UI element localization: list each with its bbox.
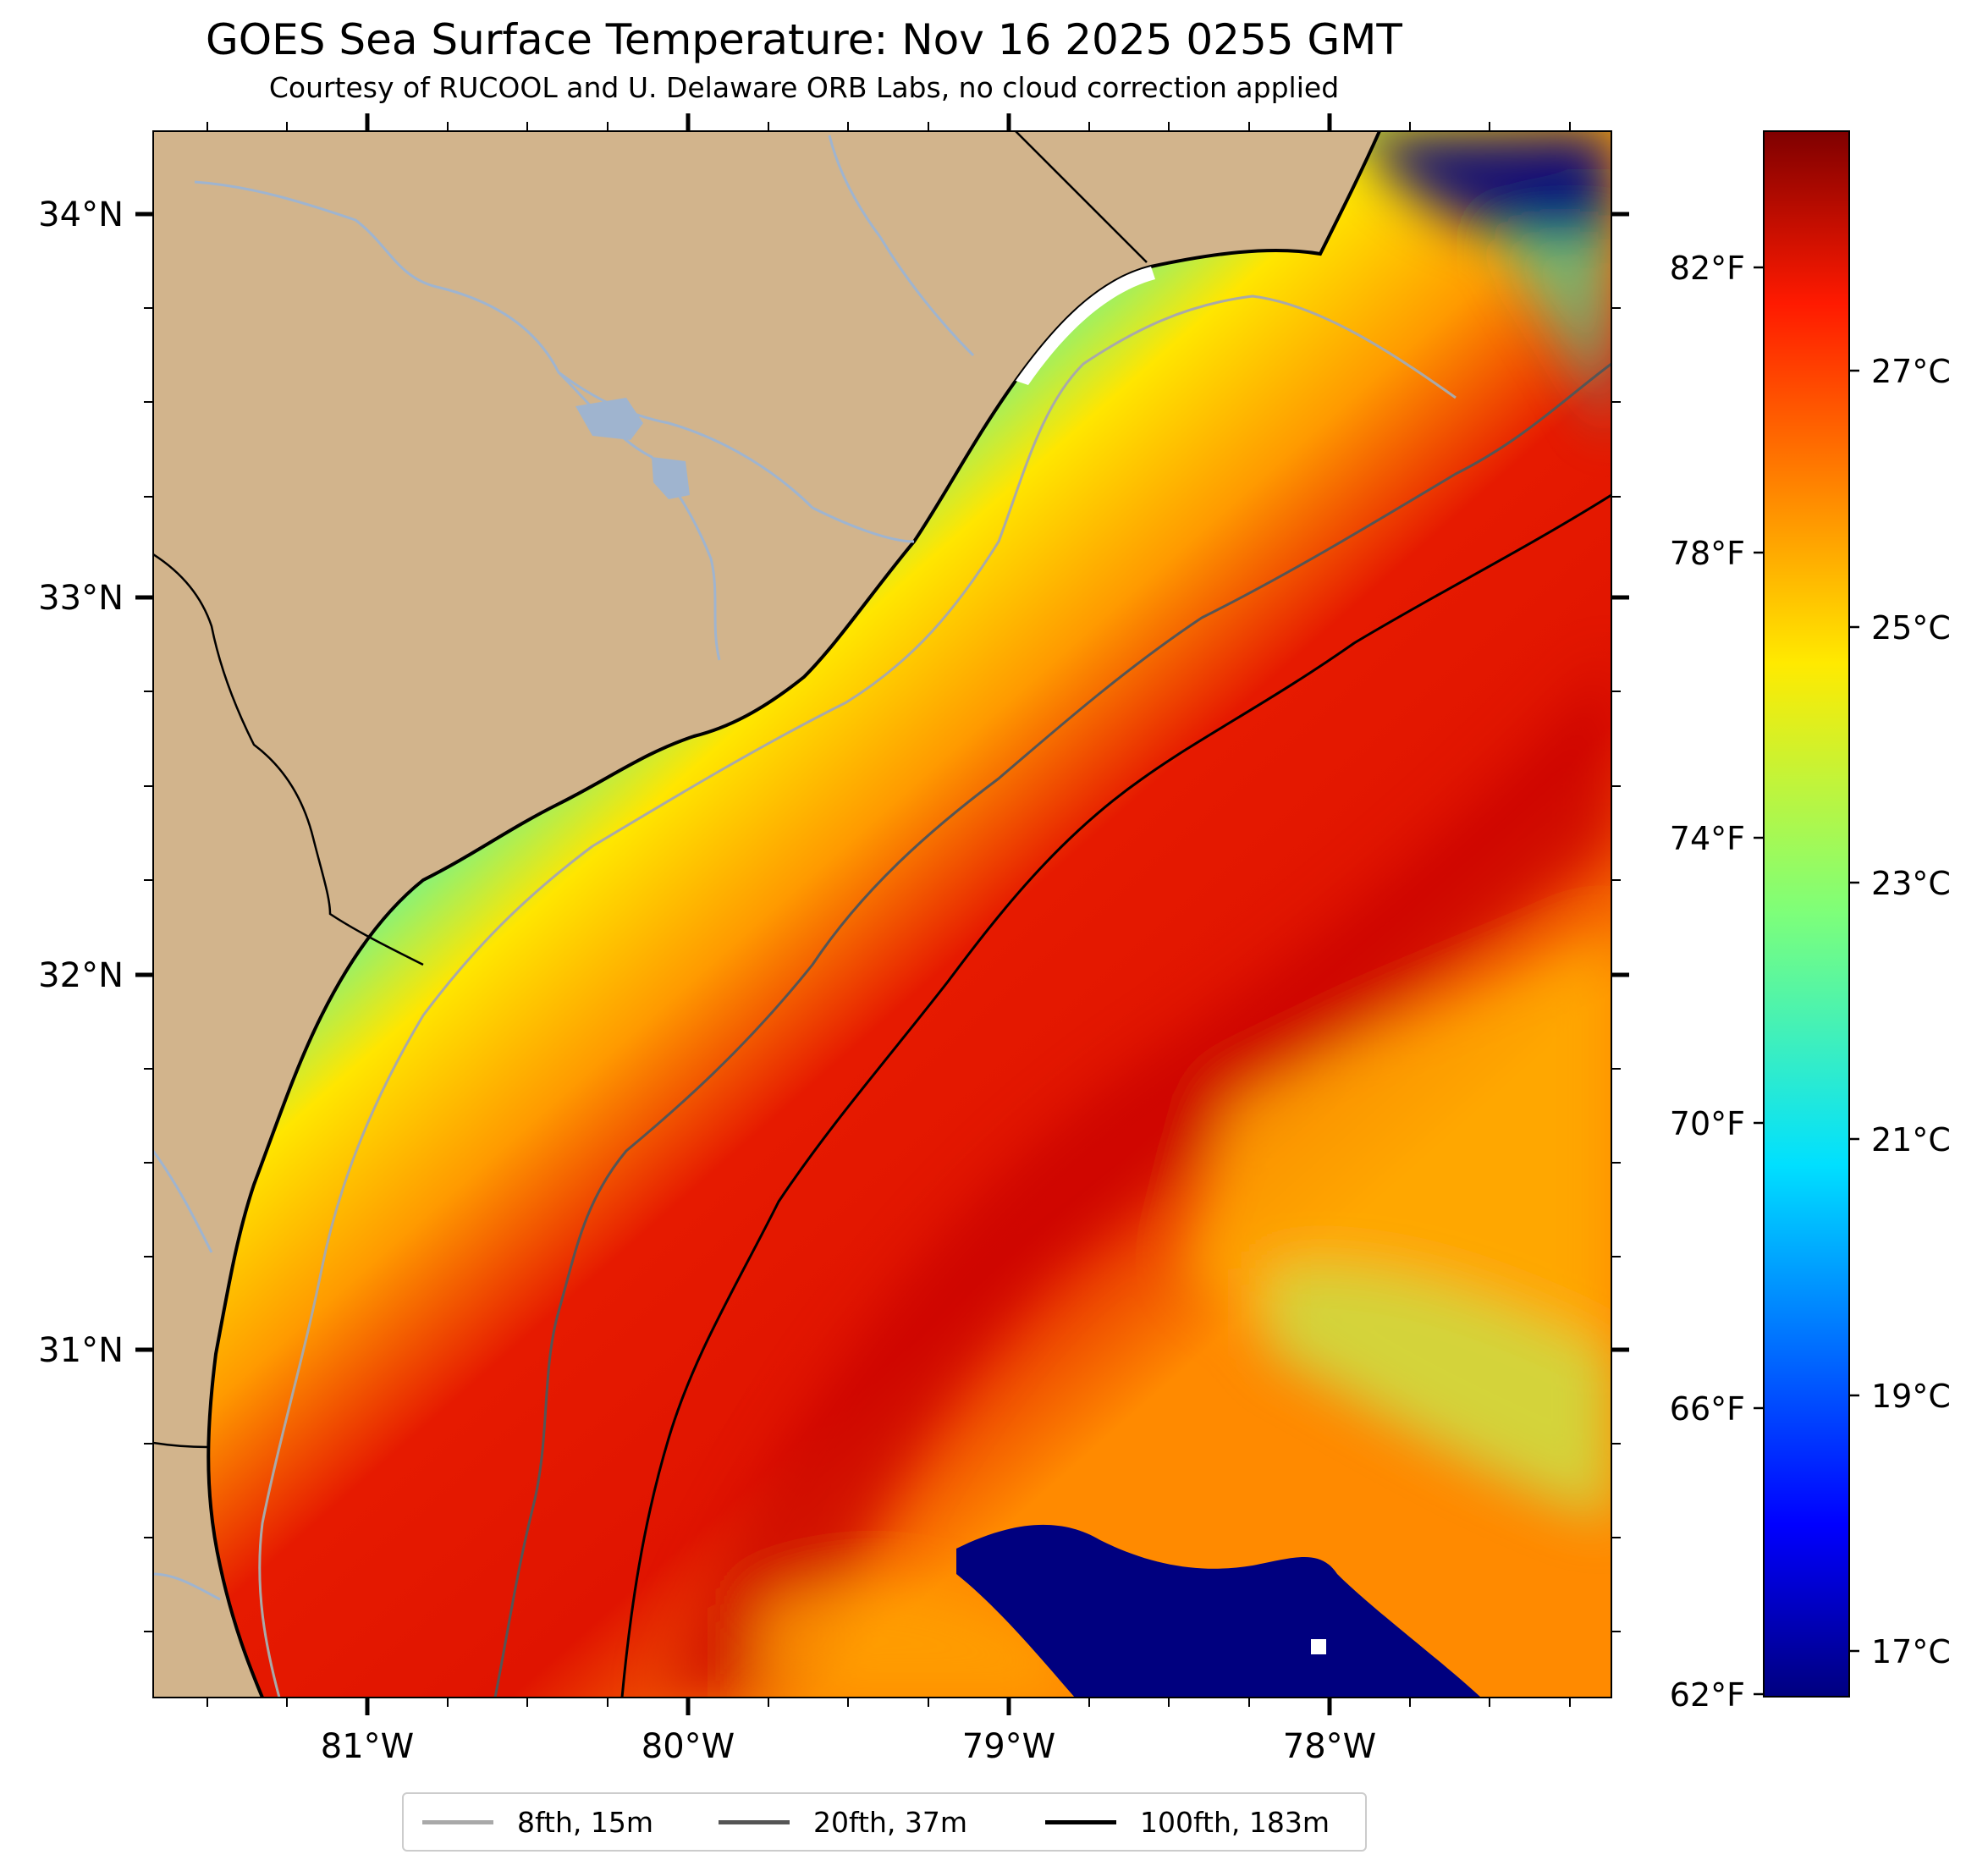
isobath-20fth (493, 362, 1611, 1698)
lat-label-34n: 34°N (38, 195, 124, 234)
isobath-8fth (258, 294, 1457, 1698)
lon-label-79w: 79°W (962, 1727, 1055, 1766)
colorbar-c-17: 17°C (1871, 1633, 1951, 1670)
colorbar-gradient (1764, 131, 1849, 1697)
lat-label-33n: 33°N (38, 579, 124, 618)
colorbar-f-82: 82°F (1670, 250, 1745, 287)
cold-eddy (956, 1524, 1481, 1698)
legend-item-8fth: 8fth, 15m (422, 1794, 653, 1850)
legend-line-100fth (1045, 1819, 1116, 1824)
rivers (153, 135, 975, 1601)
lon-label-78w: 78°W (1283, 1727, 1376, 1766)
legend-item-20fth: 20fth, 37m (719, 1794, 967, 1850)
colorbar-c-27: 27°C (1871, 353, 1951, 390)
lon-label-80w: 80°W (642, 1727, 735, 1766)
colorbar-f-62: 62°F (1670, 1676, 1745, 1714)
land (153, 131, 1379, 1698)
colorbar-c-19: 19°C (1871, 1378, 1951, 1415)
colorbar-c-23: 23°C (1871, 865, 1951, 902)
map-area (153, 131, 1611, 1698)
sst-feature-overlays (660, 131, 1611, 1698)
isobath-legend: 8fth, 15m 20fth, 37m 100fth, 183m (402, 1792, 1367, 1852)
map-title: GOES Sea Surface Temperature: Nov 16 202… (206, 15, 1402, 64)
lon-major-ticks (365, 113, 1332, 1715)
lon-minor-ticks (207, 122, 1571, 1707)
lat-label-31n: 31°N (38, 1331, 124, 1370)
lat-major-ticks (135, 212, 1629, 1352)
isobath-100fth (620, 493, 1611, 1698)
state-borders (153, 131, 1148, 1449)
map-subtitle: Courtesy of RUCOOL and U. Delaware ORB L… (268, 71, 1340, 104)
legend-line-20fth (719, 1819, 790, 1824)
colorbar-c-25: 25°C (1871, 609, 1951, 647)
lat-minor-ticks (144, 307, 1621, 1632)
lon-label-81w: 81°W (321, 1727, 414, 1766)
colorbar-f-78: 78°F (1670, 535, 1745, 572)
colorbar-f-70: 70°F (1670, 1105, 1745, 1142)
legend-label-8fth: 8fth, 15m (517, 1805, 654, 1839)
legend-line-8fth (422, 1819, 493, 1824)
colorbar-c-21: 21°C (1871, 1121, 1951, 1158)
colorbar-f-66: 66°F (1670, 1390, 1745, 1428)
legend-item-100fth: 100fth, 183m (1045, 1794, 1330, 1850)
map-frame (152, 130, 1612, 1698)
lat-label-32n: 32°N (38, 956, 124, 995)
legend-label-20fth: 20fth, 37m (813, 1805, 967, 1839)
legend-label-100fth: 100fth, 183m (1140, 1805, 1330, 1839)
colorbar-f-74: 74°F (1670, 820, 1745, 857)
colorbar: 82°F 78°F 74°F 70°F 66°F 62°F 27°C 25°C … (1670, 130, 1951, 1714)
